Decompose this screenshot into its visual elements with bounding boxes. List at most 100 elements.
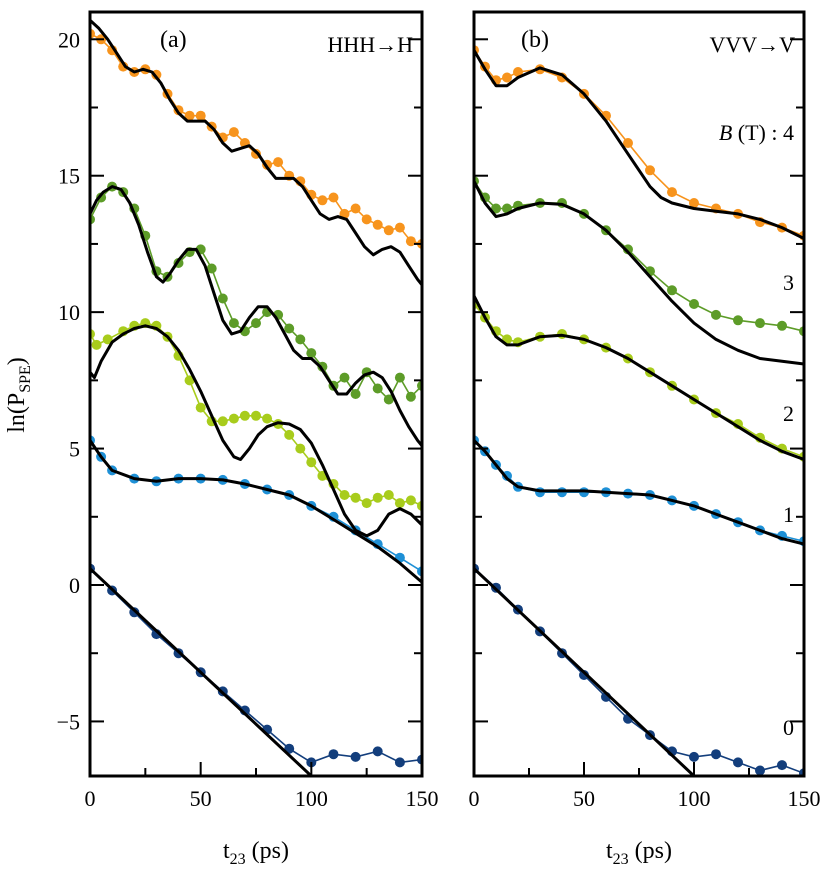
data-point [306, 348, 317, 359]
y-tick-label: 10 [58, 300, 80, 325]
data-point [118, 61, 129, 72]
data-point [361, 214, 372, 225]
data-point [251, 410, 261, 421]
data-point [228, 318, 239, 329]
series-B1 [474, 435, 804, 547]
data-point [623, 138, 633, 148]
data-point [339, 372, 350, 383]
data-point [184, 375, 195, 386]
data-point [328, 749, 339, 760]
data-point [295, 443, 306, 454]
panel-b-marks [474, 45, 804, 776]
series-B4 [90, 19, 422, 286]
panel-b-corner-label: VVV→V [709, 32, 795, 57]
y-tick-label: −5 [57, 709, 80, 734]
y-tick-label: 20 [58, 27, 80, 52]
data-point [295, 334, 306, 345]
x-tick-label: 50 [190, 786, 212, 811]
data-point [91, 339, 102, 350]
data-line-B1 [474, 439, 804, 543]
x-tick-label: 100 [678, 786, 711, 811]
b-field-label-B0: 0 [783, 715, 794, 740]
b-field-text: 1 [783, 502, 794, 527]
data-point [251, 318, 261, 329]
panel-a-ticks: −5 0 5 10 15 20 0 50 100 150 [57, 27, 439, 811]
data-point [228, 413, 239, 424]
series-B4 [474, 45, 804, 241]
data-point [733, 757, 743, 768]
data-point [394, 372, 405, 383]
fit-curve-B4 [474, 49, 804, 240]
data-point [405, 236, 416, 247]
data-point [689, 299, 699, 309]
data-point [623, 244, 633, 255]
x-axis-label-b-unit: (ps) [629, 838, 672, 864]
data-point [239, 410, 250, 421]
panel-a: −5 0 5 10 15 20 0 50 100 150 (a) HHH→H [57, 10, 439, 811]
x-axis-label-a-unit: (ps) [246, 838, 289, 864]
y-tick-label: 0 [69, 573, 80, 598]
data-line-B3 [90, 185, 422, 401]
fit-curve-B3 [90, 185, 422, 447]
fit-curve-B1 [474, 439, 804, 546]
y-axis-label-sub: SPE [17, 365, 34, 393]
data-point [350, 751, 361, 762]
data-point [711, 749, 721, 760]
x-axis-label-a: t23 (ps) [223, 838, 289, 868]
data-point [350, 492, 361, 503]
data-point [579, 670, 589, 680]
data-point [733, 315, 743, 326]
data-point [372, 219, 383, 230]
series-B0 [90, 563, 422, 776]
data-point [350, 389, 361, 399]
fit-curve-B4 [90, 19, 422, 286]
data-point [502, 203, 512, 214]
data-point [372, 492, 383, 503]
series-B0 [474, 563, 804, 776]
data-line-B0 [474, 567, 804, 775]
series-B1 [90, 435, 422, 584]
data-point [306, 457, 317, 468]
data-point [491, 203, 501, 214]
data-point [667, 187, 677, 198]
data-point [195, 110, 206, 121]
x-axis-label-b-sub: 23 [613, 851, 629, 868]
y-axis-label-close: ) [4, 357, 30, 365]
data-point [383, 225, 394, 236]
series-B3 [474, 176, 804, 366]
data-point [405, 391, 416, 402]
b-field-text: 0 [783, 715, 794, 740]
b-field-label-B1: 1 [783, 502, 794, 527]
data-point [339, 490, 350, 500]
fit-curve-B2 [474, 295, 804, 461]
fit-curve-B0 [474, 567, 696, 776]
x-tick-label: 0 [469, 786, 480, 811]
data-point [394, 757, 405, 768]
b-field-label-B4: B (T) : 4 [719, 120, 794, 145]
b-field-text: (T) : 4 [732, 120, 794, 145]
data-point [755, 765, 765, 776]
series-B3 [90, 181, 422, 447]
series-B2 [474, 295, 804, 462]
x-axis-label-a-main: t [223, 838, 230, 864]
panel-b-field-labels: B (T) : 4 3 2 1 0 [719, 120, 794, 740]
data-point [667, 285, 677, 296]
panel-a-label: (a) [160, 27, 187, 53]
data-point [689, 751, 699, 762]
data-point [394, 498, 405, 509]
data-point [317, 195, 328, 206]
panel-a-frame [88, 10, 424, 778]
data-point [217, 293, 228, 304]
data-point [328, 192, 339, 203]
fit-curve-B1 [90, 439, 422, 584]
data-point [755, 318, 765, 329]
panel-b: 0 50 100 150 (b) VVV→V B (T) : 4 3 2 1 0 [469, 10, 821, 811]
data-point [217, 416, 228, 427]
data-point [513, 67, 523, 77]
y-tick-label: 5 [69, 437, 80, 462]
data-point [317, 361, 328, 372]
x-tick-label: 150 [788, 786, 821, 811]
data-point [350, 203, 361, 214]
panel-b-ticks: 0 50 100 150 [469, 38, 821, 811]
data-point [689, 198, 699, 208]
